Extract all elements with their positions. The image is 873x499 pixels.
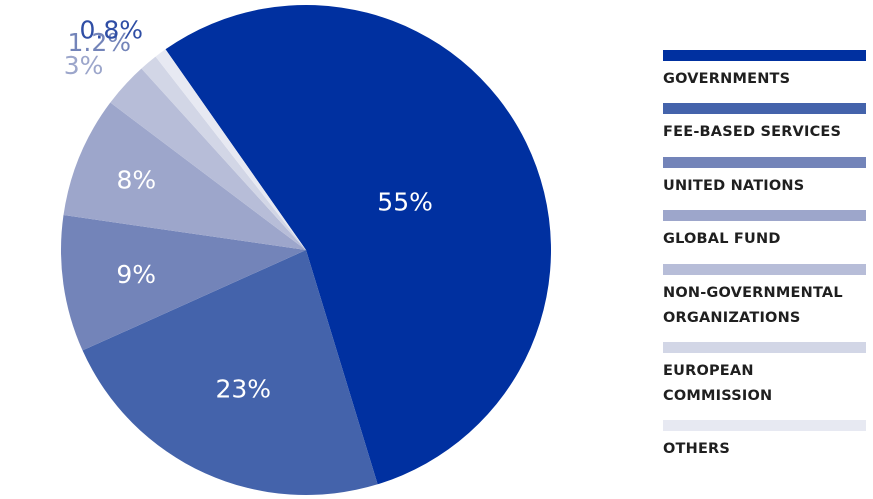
pie-slice-label: 23% <box>215 374 271 403</box>
legend-item-european-commission: EUROPEAN COMMISSION <box>663 342 868 409</box>
pie-slice-label: 8% <box>117 165 157 194</box>
legend-swatch <box>663 210 866 221</box>
pie-slice-label: 3% <box>64 51 104 80</box>
pie-slice <box>63 102 306 250</box>
pie-slice <box>82 250 378 495</box>
legend-item-governments: GOVERNMENTS <box>663 50 868 92</box>
legend-label: FEE-BASED SERVICES <box>663 124 842 140</box>
legend-item-united-nations: UNITED NATIONS <box>663 157 868 199</box>
legend-item-non-governmental-organizations: NON-GOVERNMENTAL ORGANIZATIONS <box>663 264 868 331</box>
legend-item-global-fund: GLOBAL FUND <box>663 210 868 252</box>
legend-swatch <box>663 420 866 431</box>
pie-slice-label: 55% <box>377 188 433 217</box>
legend-label: EUROPEAN COMMISSION <box>663 363 773 404</box>
pie-slice <box>110 68 307 251</box>
legend-swatch <box>663 264 866 275</box>
pie-slice <box>155 49 306 250</box>
pie-slice-label: 0.8% <box>79 15 143 44</box>
legend-label: UNITED NATIONS <box>663 178 805 194</box>
legend-swatch <box>663 103 866 114</box>
legend-swatch <box>663 342 866 353</box>
legend-label: NON-GOVERNMENTAL ORGANIZATIONS <box>663 285 843 326</box>
pie-slice <box>141 56 306 251</box>
legend-item-others: OTHERS <box>663 420 868 462</box>
pie-slice <box>60 215 306 351</box>
pie-slice-label: 1.2% <box>68 28 132 57</box>
legend-label: OTHERS <box>663 441 731 457</box>
pie-chart: 55% 23% 9% 8% 3%1.2%0.8% <box>60 4 552 495</box>
legend-label: GLOBAL FUND <box>663 231 781 247</box>
legend-swatch <box>663 50 866 61</box>
legend-item-fee-based-services: FEE-BASED SERVICES <box>663 103 868 145</box>
legend-swatch <box>663 157 866 168</box>
pie-slice <box>165 4 552 485</box>
legend-label: GOVERNMENTS <box>663 71 791 87</box>
pie-slice-label: 9% <box>116 260 156 289</box>
